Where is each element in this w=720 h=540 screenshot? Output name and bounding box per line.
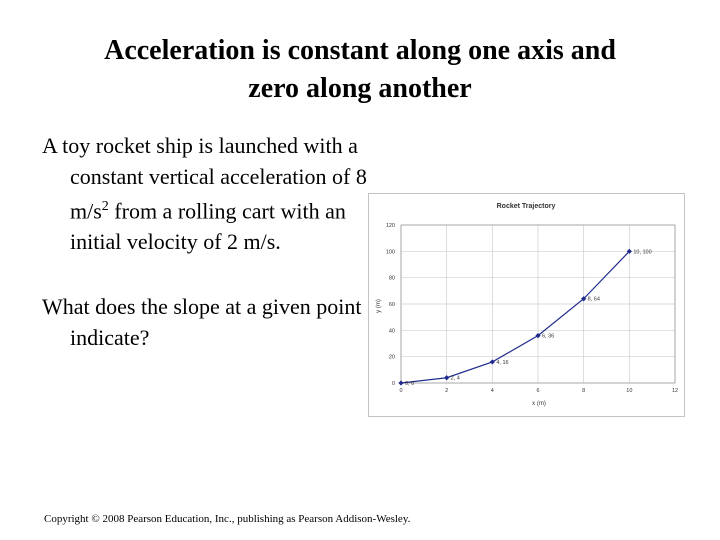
x-tick-label: 10	[626, 388, 632, 394]
data-point-label: 2, 4	[451, 376, 460, 382]
chart-svg: Rocket Trajectory x (m) y (m) 0204060801…	[376, 203, 678, 407]
bullet-slope-question: What does the slope at a given point ind…	[42, 294, 362, 350]
data-point-label: 4, 16	[496, 360, 508, 366]
data-point-marker	[398, 380, 404, 386]
x-tick-label: 0	[399, 388, 402, 394]
bullet-1-superscript: 2	[101, 199, 109, 214]
y-tick-label: 60	[389, 302, 395, 308]
data-point-label: 6, 36	[542, 334, 554, 340]
rocket-trajectory-chart: Rocket Trajectory x (m) y (m) 0 20 40 60 80 1…	[368, 193, 685, 417]
data-point-label: 10, 100	[633, 249, 651, 255]
title-line-2: zero along another	[248, 73, 472, 104]
plot-area	[400, 224, 676, 384]
x-tick-label: 12	[672, 388, 678, 394]
y-tick-label: 20	[389, 355, 395, 361]
data-point-marker	[626, 248, 632, 254]
bullet-1-text: A toy rocket ship is launched with a con…	[42, 133, 367, 224]
y-tick-label: 80	[389, 276, 395, 282]
chart-title: Rocket Trajectory	[497, 203, 556, 210]
series-line	[400, 250, 630, 384]
title-line-1: Acceleration is constant along one axis …	[104, 35, 616, 66]
bullet-rocket-description: A toy rocket ship is launched with a con…	[42, 131, 385, 257]
data-point-label: 8, 64	[588, 297, 600, 303]
bullet-1-tail: from a rolling cart with an initial velo…	[70, 198, 346, 254]
data-point-label: 0, 0	[405, 381, 414, 387]
y-tick-label: 0	[392, 381, 395, 387]
x-tick-label: 8	[582, 388, 585, 394]
y-tick-label: 40	[389, 328, 395, 334]
slide-title: Acceleration is constant along one axis …	[40, 32, 680, 108]
x-tick-label: 6	[536, 388, 539, 394]
x-tick-label: 2	[445, 388, 448, 394]
x-tick-label: 4	[491, 388, 494, 394]
x-axis-label: x (m)	[532, 401, 546, 407]
data-point-marker	[444, 375, 450, 381]
data-point-marker	[489, 359, 495, 365]
data-point-marker	[581, 296, 587, 302]
copyright-footer: Copyright © 2008 Pearson Education, Inc.…	[44, 513, 411, 525]
y-tick-label: 120	[386, 223, 395, 229]
y-tick-label: 100	[386, 249, 395, 255]
y-axis-label: y (m)	[376, 299, 382, 313]
